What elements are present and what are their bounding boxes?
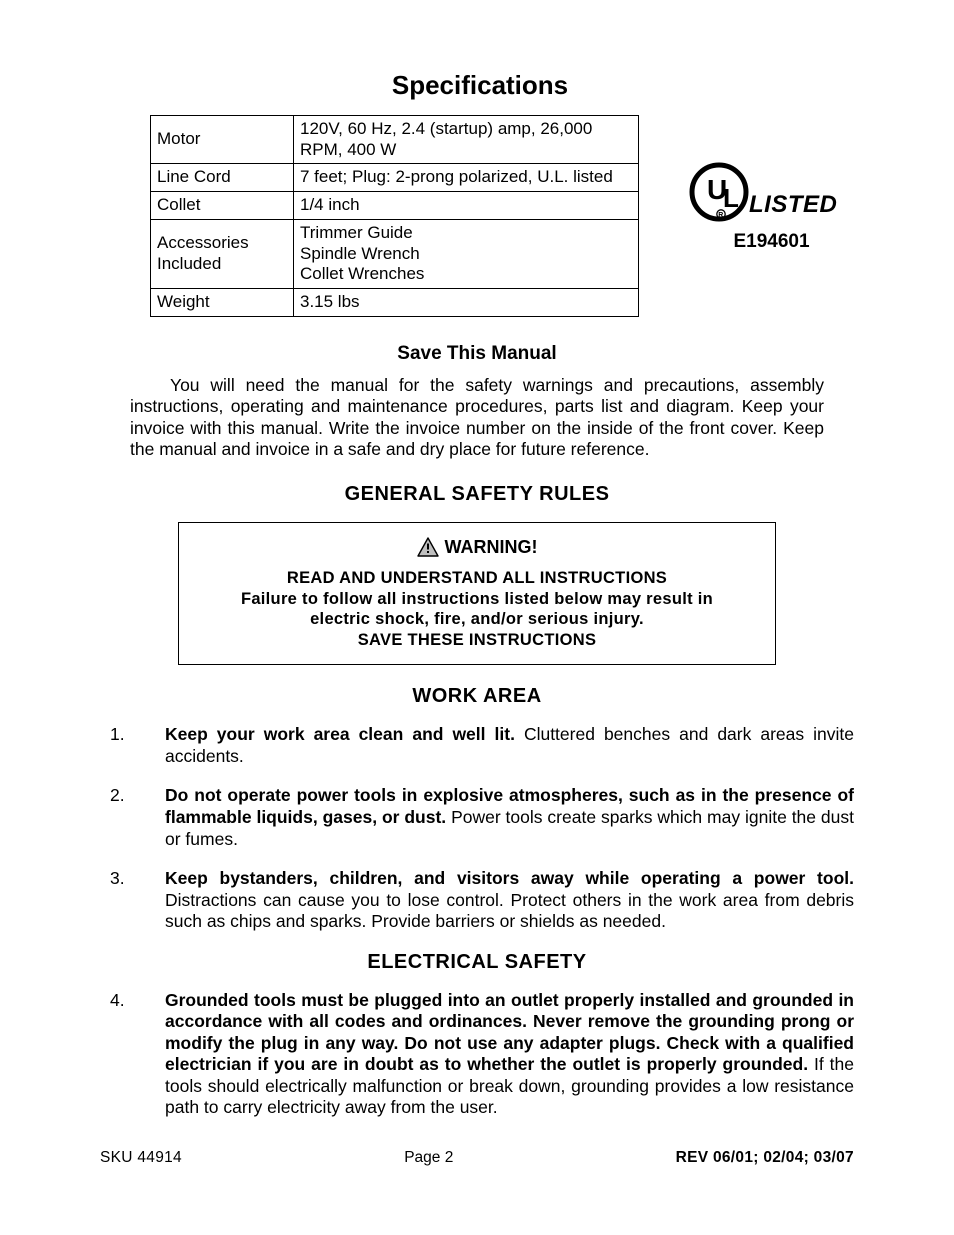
work-area-heading: WORK AREA: [100, 685, 854, 708]
rule-1-bold: Keep your work area clean and well lit.: [165, 724, 515, 744]
warning-title: WARNING!: [445, 537, 538, 558]
warning-line4: SAVE THESE INSTRUCTIONS: [358, 631, 597, 649]
ul-listed-text: LISTED: [749, 191, 837, 218]
table-row: Weight 3.15 lbs: [151, 289, 639, 317]
spec-key-accessories: Accessories Included: [151, 219, 294, 288]
spec-key-linecord: Line Cord: [151, 164, 294, 192]
warning-line3: electric shock, fire, and/or serious inj…: [310, 610, 644, 628]
table-row: Accessories Included Trimmer Guide Spind…: [151, 219, 639, 288]
general-safety-heading: GENERAL SAFETY RULES: [100, 483, 854, 506]
rule-4-bold: Grounded tools must be plugged into an o…: [165, 990, 854, 1075]
save-manual-text: You will need the manual for the safety …: [100, 375, 854, 461]
warning-line1: READ AND UNDERSTAND ALL INSTRUCTIONS: [287, 569, 667, 587]
page-footer: SKU 44914 Page 2 REV 06/01; 02/04; 03/07: [100, 1149, 854, 1167]
save-manual-heading: Save This Manual: [100, 343, 854, 365]
spec-val-accessories: Trimmer Guide Spindle Wrench Collet Wren…: [294, 219, 639, 288]
spec-val-motor: 120V, 60 Hz, 2.4 (startup) amp, 26,000 R…: [294, 116, 639, 164]
table-row: Motor 120V, 60 Hz, 2.4 (startup) amp, 26…: [151, 116, 639, 164]
electrical-safety-list: Grounded tools must be plugged into an o…: [100, 990, 854, 1119]
warning-triangle-icon: [417, 537, 439, 557]
spec-key-weight: Weight: [151, 289, 294, 317]
footer-page: Page 2: [404, 1149, 453, 1167]
warning-box: WARNING! READ AND UNDERSTAND ALL INSTRUC…: [178, 522, 776, 666]
ul-code: E194601: [689, 231, 854, 253]
warning-title-row: WARNING!: [197, 537, 757, 558]
footer-rev: REV 06/01; 02/04; 03/07: [676, 1149, 854, 1167]
rule-item-4: Grounded tools must be plugged into an o…: [100, 990, 854, 1119]
work-area-list: Keep your work area clean and well lit. …: [100, 724, 854, 932]
rule-item-1: Keep your work area clean and well lit. …: [100, 724, 854, 767]
spec-key-collet: Collet: [151, 192, 294, 220]
table-row: Line Cord 7 feet; Plug: 2-prong polarize…: [151, 164, 639, 192]
footer-sku: SKU 44914: [100, 1149, 182, 1167]
spec-val-weight: 3.15 lbs: [294, 289, 639, 317]
svg-text:R: R: [718, 212, 723, 219]
electrical-safety-heading: ELECTRICAL SAFETY: [100, 951, 854, 974]
specifications-table: Motor 120V, 60 Hz, 2.4 (startup) amp, 26…: [150, 115, 639, 317]
ul-listed-icon: U L R LISTED: [689, 159, 854, 229]
warning-body: READ AND UNDERSTAND ALL INSTRUCTIONS Fai…: [197, 568, 757, 651]
spec-val-linecord: 7 feet; Plug: 2-prong polarized, U.L. li…: [294, 164, 639, 192]
page-title: Specifications: [300, 70, 660, 101]
svg-text:L: L: [723, 183, 739, 213]
rule-item-3: Keep bystanders, children, and visitors …: [100, 868, 854, 933]
rule-3-rest: Distractions can cause you to lose contr…: [165, 890, 854, 932]
rule-3-bold: Keep bystanders, children, and visitors …: [165, 868, 854, 888]
table-row: Collet 1/4 inch: [151, 192, 639, 220]
rule-item-2: Do not operate power tools in explosive …: [100, 785, 854, 850]
ul-listed-badge: U L R LISTED E194601: [689, 159, 854, 253]
spec-key-motor: Motor: [151, 116, 294, 164]
top-row: Motor 120V, 60 Hz, 2.4 (startup) amp, 26…: [100, 115, 854, 317]
spec-val-collet: 1/4 inch: [294, 192, 639, 220]
warning-line2: Failure to follow all instructions liste…: [241, 590, 713, 608]
